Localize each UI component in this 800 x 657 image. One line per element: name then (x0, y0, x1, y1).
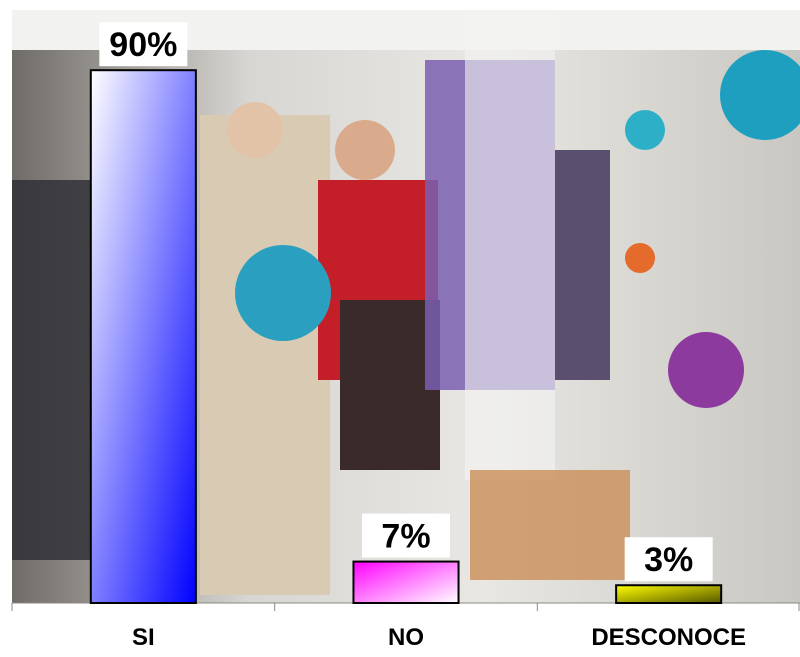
x-tick-label: NO (388, 624, 424, 651)
value-label-box (362, 513, 450, 558)
value-label: 3% (644, 541, 693, 579)
bar (89, 69, 197, 604)
bar (615, 584, 723, 604)
x-tick-label: DESCONOCE (591, 624, 746, 651)
background-photo (12, 10, 800, 603)
value-label-box (99, 22, 188, 67)
x-tick-label: SI (132, 624, 155, 651)
bar (352, 560, 460, 604)
value-label: 90% (109, 26, 177, 64)
value-label: 7% (381, 518, 430, 556)
value-label-box (624, 537, 713, 582)
